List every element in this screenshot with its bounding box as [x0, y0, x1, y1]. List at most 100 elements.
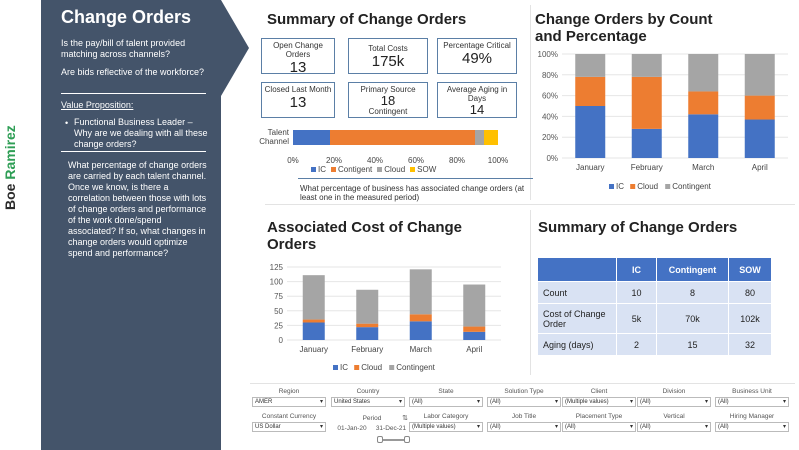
y-tick-label: 75: [274, 292, 283, 301]
x-tick-label: January: [300, 345, 328, 354]
period-slider-handle[interactable]: [404, 436, 410, 443]
chevron-down-icon: ▾: [704, 424, 708, 430]
table-cell: 8: [656, 281, 729, 304]
divider: [530, 5, 531, 200]
filter-period-start[interactable]: 01-Jan-20: [337, 425, 367, 432]
filter-job-title-select[interactable]: (All) ▾: [487, 422, 561, 432]
legend-label: IC: [318, 165, 326, 174]
y-tick-label: 0%: [546, 154, 558, 163]
chevron-down-icon: ▾: [554, 424, 558, 430]
sort-icon[interactable]: ⇅: [402, 415, 408, 422]
filter-vertical-select[interactable]: (All) ▾: [637, 422, 711, 432]
filter-client-value: (Multiple values): [565, 399, 609, 405]
bar-ic-january: [575, 106, 606, 158]
kpi-label: Open Change Orders: [273, 41, 323, 59]
legend-label: Contingent: [672, 182, 711, 191]
legend-swatch: [410, 167, 416, 173]
period-slider-handle[interactable]: [377, 436, 383, 443]
x-tick-label: February: [631, 163, 663, 172]
filter-bar: Region AMER ▾ Country United States ▾ State (Al…: [252, 386, 797, 448]
kpi-label: Average Aging in Days: [446, 85, 508, 103]
filter-country-label: Country: [356, 388, 380, 395]
legend-label: IC: [340, 363, 348, 372]
kpi-value: 18: [380, 93, 396, 108]
talent-segment-sow: [483, 130, 498, 145]
filter-placement-type-select[interactable]: (All) ▾: [562, 422, 636, 432]
filter-business-unit-select[interactable]: (All) ▾: [715, 397, 789, 407]
filter-country-select[interactable]: United States ▾: [331, 397, 405, 407]
divider: [530, 210, 531, 375]
sidebar-divider: [61, 93, 206, 94]
brand-strip: Boe Ramirez: [0, 0, 40, 450]
filter-solution-type-select[interactable]: (All) ▾: [487, 397, 561, 407]
filter-region-label: Region: [278, 388, 300, 395]
kpi-label: Percentage Critical: [443, 41, 511, 50]
bar-cloud-march: [688, 91, 719, 115]
table-cell: 32: [728, 333, 772, 356]
bar-ic-april: [744, 119, 775, 158]
x-tick-label: April: [752, 163, 768, 172]
filter-job-title-value: (All): [490, 424, 501, 430]
cost-chart: 0 25 50 75 100 125 January February March April IC…: [270, 263, 501, 372]
sidebar-divider: [61, 151, 206, 152]
chevron-down-icon: ▾: [476, 424, 480, 430]
period-slider-track[interactable]: [380, 439, 408, 441]
filter-business-unit-label: Business Unit: [732, 388, 772, 395]
kpi-value: 13: [289, 94, 307, 111]
filter-region-select[interactable]: AMER ▾: [252, 397, 326, 407]
filter-business-unit-value: (All): [718, 399, 729, 405]
filter-division-select[interactable]: (All) ▾: [637, 397, 711, 407]
filter-state-value: (All): [412, 399, 423, 405]
talent-tick-label: 0%: [287, 156, 299, 165]
bar-contingent-january: [302, 275, 325, 320]
chevron-down-icon: ▾: [398, 399, 402, 405]
kpi-primary-source: Primary Source 18 Contingent: [348, 82, 428, 118]
brand-last: Ramirez: [2, 125, 18, 180]
legend-label: IC: [616, 182, 624, 191]
filter-placement-type-label: Placement Type: [575, 413, 623, 420]
bullet-icon: •: [65, 118, 69, 128]
filter-country-value: United States: [334, 399, 371, 405]
filter-solution-type-value: (All): [490, 399, 501, 405]
filter-state-select[interactable]: (All) ▾: [409, 397, 483, 407]
kpi-total-costs: Total Costs 175k: [348, 38, 428, 74]
chevron-down-icon: ▾: [554, 399, 558, 405]
y-tick-label: 60%: [542, 92, 558, 101]
chevron-down-icon: ▾: [319, 424, 323, 430]
filter-vertical-value: (All): [640, 424, 651, 430]
bar-ic-march: [409, 321, 432, 340]
talent-segment-contigent: [329, 130, 476, 145]
sidebar-question-2: Are bids reflective of the workforce?: [61, 67, 205, 77]
talent-channel-label: Talent Channel: [259, 128, 289, 146]
sidebar-arrow: [221, 0, 249, 96]
filter-labor-category-select[interactable]: (Multiple values) ▾: [409, 422, 483, 432]
filter-period-end[interactable]: 31-Dec-21: [375, 425, 407, 432]
table-cell: 5k: [616, 303, 657, 334]
filter-hiring-manager-label: Hiring Manager: [729, 413, 775, 420]
kpi-label: Closed Last Month: [264, 85, 332, 94]
table-cell: 2: [616, 333, 657, 356]
y-tick-label: 100: [270, 278, 284, 287]
legend-swatch: [609, 184, 614, 189]
talent-channel-bar: [293, 130, 498, 145]
chevron-down-icon: ▾: [782, 424, 786, 430]
bar-ic-april: [463, 331, 486, 340]
table-header-cell: Contingent: [656, 257, 729, 282]
legend-label: Contingent: [396, 363, 435, 372]
filter-constant-currency-select[interactable]: US Dollar ▾: [252, 422, 326, 432]
bar-ic-march: [688, 114, 719, 158]
kpi-average-aging: Average Aging in Days 14: [437, 82, 517, 118]
kpi-value: 14: [469, 102, 485, 117]
legend-swatch: [377, 167, 383, 173]
divider: [250, 383, 795, 384]
brand-first: Boe: [2, 183, 18, 210]
x-tick-label: April: [466, 345, 482, 354]
talent-tick-label: 80%: [448, 156, 466, 165]
filter-hiring-manager-select[interactable]: (All) ▾: [715, 422, 789, 432]
filter-state-label: State: [438, 388, 454, 395]
filter-constant-currency-label: Constant Currency: [261, 413, 317, 420]
y-tick-label: 125: [270, 263, 284, 272]
bar-cloud-april: [463, 326, 486, 332]
bar-cloud-january: [302, 319, 325, 323]
filter-client-select[interactable]: (Multiple values) ▾: [562, 397, 636, 407]
